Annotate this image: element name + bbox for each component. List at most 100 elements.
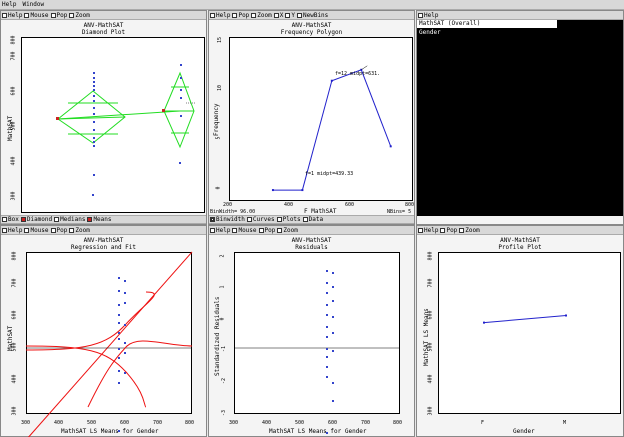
tb-zoom[interactable]: Zoom xyxy=(69,227,90,234)
y-tick: 400 xyxy=(11,374,18,384)
y-tick: -1 xyxy=(221,345,228,353)
text-line-gender: Gender xyxy=(419,29,441,36)
menu-window[interactable]: Window xyxy=(22,1,45,8)
x-tick: 500 xyxy=(295,420,305,426)
data-point xyxy=(93,145,95,147)
diamond-chart xyxy=(56,64,196,196)
residual-point xyxy=(332,300,334,302)
freq-chart xyxy=(271,65,392,192)
tb-mouse[interactable]: Mouse xyxy=(232,227,257,234)
resid-xlabel: MathSAT LS Means for Gender xyxy=(269,428,367,435)
tb-y[interactable]: Y xyxy=(285,12,295,19)
tb-zoom[interactable]: Zoom xyxy=(459,227,480,234)
diamond-m xyxy=(163,71,195,149)
residuals-panel: Help Mouse Pop Zoom ANV-MathSAT Residual… xyxy=(208,225,415,437)
tb-help[interactable]: Help xyxy=(2,12,22,19)
tb-mouse[interactable]: Mouse xyxy=(24,227,49,234)
resid-plot-area[interactable] xyxy=(234,252,400,414)
tb-pop[interactable]: Pop xyxy=(440,227,457,234)
opt-binwidth[interactable]: Binwidth xyxy=(210,216,245,223)
opt-box[interactable]: Box xyxy=(2,216,19,223)
data-point xyxy=(93,107,95,109)
tb-x[interactable]: X xyxy=(273,12,283,19)
residual-point xyxy=(326,326,328,328)
opt-data[interactable]: Data xyxy=(302,216,323,223)
x-tick: 600 xyxy=(120,420,130,426)
diamond-connector xyxy=(57,110,181,120)
residual-point xyxy=(326,356,328,358)
freq-point xyxy=(389,145,392,148)
y-tick: 400 xyxy=(427,374,434,384)
tb-zoom[interactable]: Zoom xyxy=(251,12,272,19)
menu-help[interactable]: Help xyxy=(2,1,17,8)
residual-point xyxy=(332,316,334,318)
tb-help[interactable]: Help xyxy=(2,227,22,234)
binwidth-readout: BinWidth= 96.00 xyxy=(210,209,256,215)
data-point xyxy=(124,352,126,354)
diamond-panel: Help Mouse Pop Zoom ANV-MathSAT Diamond … xyxy=(0,10,207,225)
residual-point xyxy=(326,376,328,378)
tb-mouse[interactable]: Mouse xyxy=(24,12,49,19)
confidence-curve-upper xyxy=(25,291,155,351)
freq-plot-area[interactable] xyxy=(229,37,413,201)
residual-point xyxy=(326,432,328,434)
menu-bar: Help Window xyxy=(0,0,624,10)
freq-title: ANV-MathSAT xyxy=(291,22,332,29)
tb-help[interactable]: Help xyxy=(210,12,230,19)
diamond-toolbar: Help Mouse Pop Zoom xyxy=(1,11,206,20)
residual-point xyxy=(326,314,328,316)
regression-panel: Help Mouse Pop Zoom ANV-MathSAT Regressi… xyxy=(0,225,207,437)
data-point xyxy=(93,95,95,97)
data-point xyxy=(93,85,95,87)
residual-point xyxy=(326,366,328,368)
residual-point xyxy=(326,270,328,272)
y-tick: 600 xyxy=(11,310,18,320)
tb-help[interactable]: Help xyxy=(210,227,230,234)
data-point xyxy=(180,77,182,79)
profile-plot-area[interactable] xyxy=(438,252,621,414)
tb-help[interactable]: Help xyxy=(418,227,438,234)
residual-point xyxy=(332,332,334,334)
opt-diamond[interactable]: Diamond xyxy=(20,216,52,223)
residual-point xyxy=(326,282,328,284)
profile-chart xyxy=(483,314,567,324)
tb-pop[interactable]: Pop xyxy=(50,12,67,19)
data-point xyxy=(118,357,120,359)
diamond-plot-area[interactable] xyxy=(21,37,205,213)
mean-marker xyxy=(56,117,59,120)
data-point xyxy=(124,280,126,282)
tb-pop[interactable]: Pop xyxy=(50,227,67,234)
data-point xyxy=(118,382,120,384)
tb-help[interactable]: Help xyxy=(418,12,438,19)
data-point xyxy=(93,174,95,176)
x-tick: 400 xyxy=(262,420,272,426)
resid-toolbar: Help Mouse Pop Zoom xyxy=(209,226,414,235)
tb-zoom[interactable]: Zoom xyxy=(277,227,298,234)
mean-marker xyxy=(162,109,165,112)
regress-plot-area[interactable] xyxy=(26,252,192,414)
y-tick: 800 xyxy=(11,251,18,261)
tb-pop[interactable]: Pop xyxy=(232,12,249,19)
annotation-peak: f=12 midpt=631. xyxy=(335,71,381,77)
y-tick: 300 xyxy=(427,406,434,416)
opt-means[interactable]: Means xyxy=(87,216,112,223)
resid-subtitle: Residuals xyxy=(295,244,328,251)
confidence-curve-lower xyxy=(87,340,193,408)
opt-plots[interactable]: Plots xyxy=(276,216,301,223)
x-tick: 600 xyxy=(328,420,338,426)
opt-curves[interactable]: Curves xyxy=(246,216,275,223)
y-tick: 0 xyxy=(215,186,222,190)
text-output[interactable] xyxy=(417,20,623,216)
tb-zoom[interactable]: Zoom xyxy=(69,12,90,19)
tb-newbins[interactable]: NewBins xyxy=(297,12,328,19)
text-line-header: MathSAT (Overall) xyxy=(417,20,557,28)
resid-ylabel: Standardized Residuals xyxy=(214,296,221,376)
residual-point xyxy=(332,350,334,352)
x-tick: 400 xyxy=(284,202,294,208)
opt-medians[interactable]: Medians xyxy=(54,216,85,223)
tb-pop[interactable]: Pop xyxy=(258,227,275,234)
resid-title: ANV-MathSAT xyxy=(291,237,332,244)
residual-point xyxy=(326,304,328,306)
y-tick: 300 xyxy=(11,406,18,416)
y-tick: 700 xyxy=(10,51,17,61)
